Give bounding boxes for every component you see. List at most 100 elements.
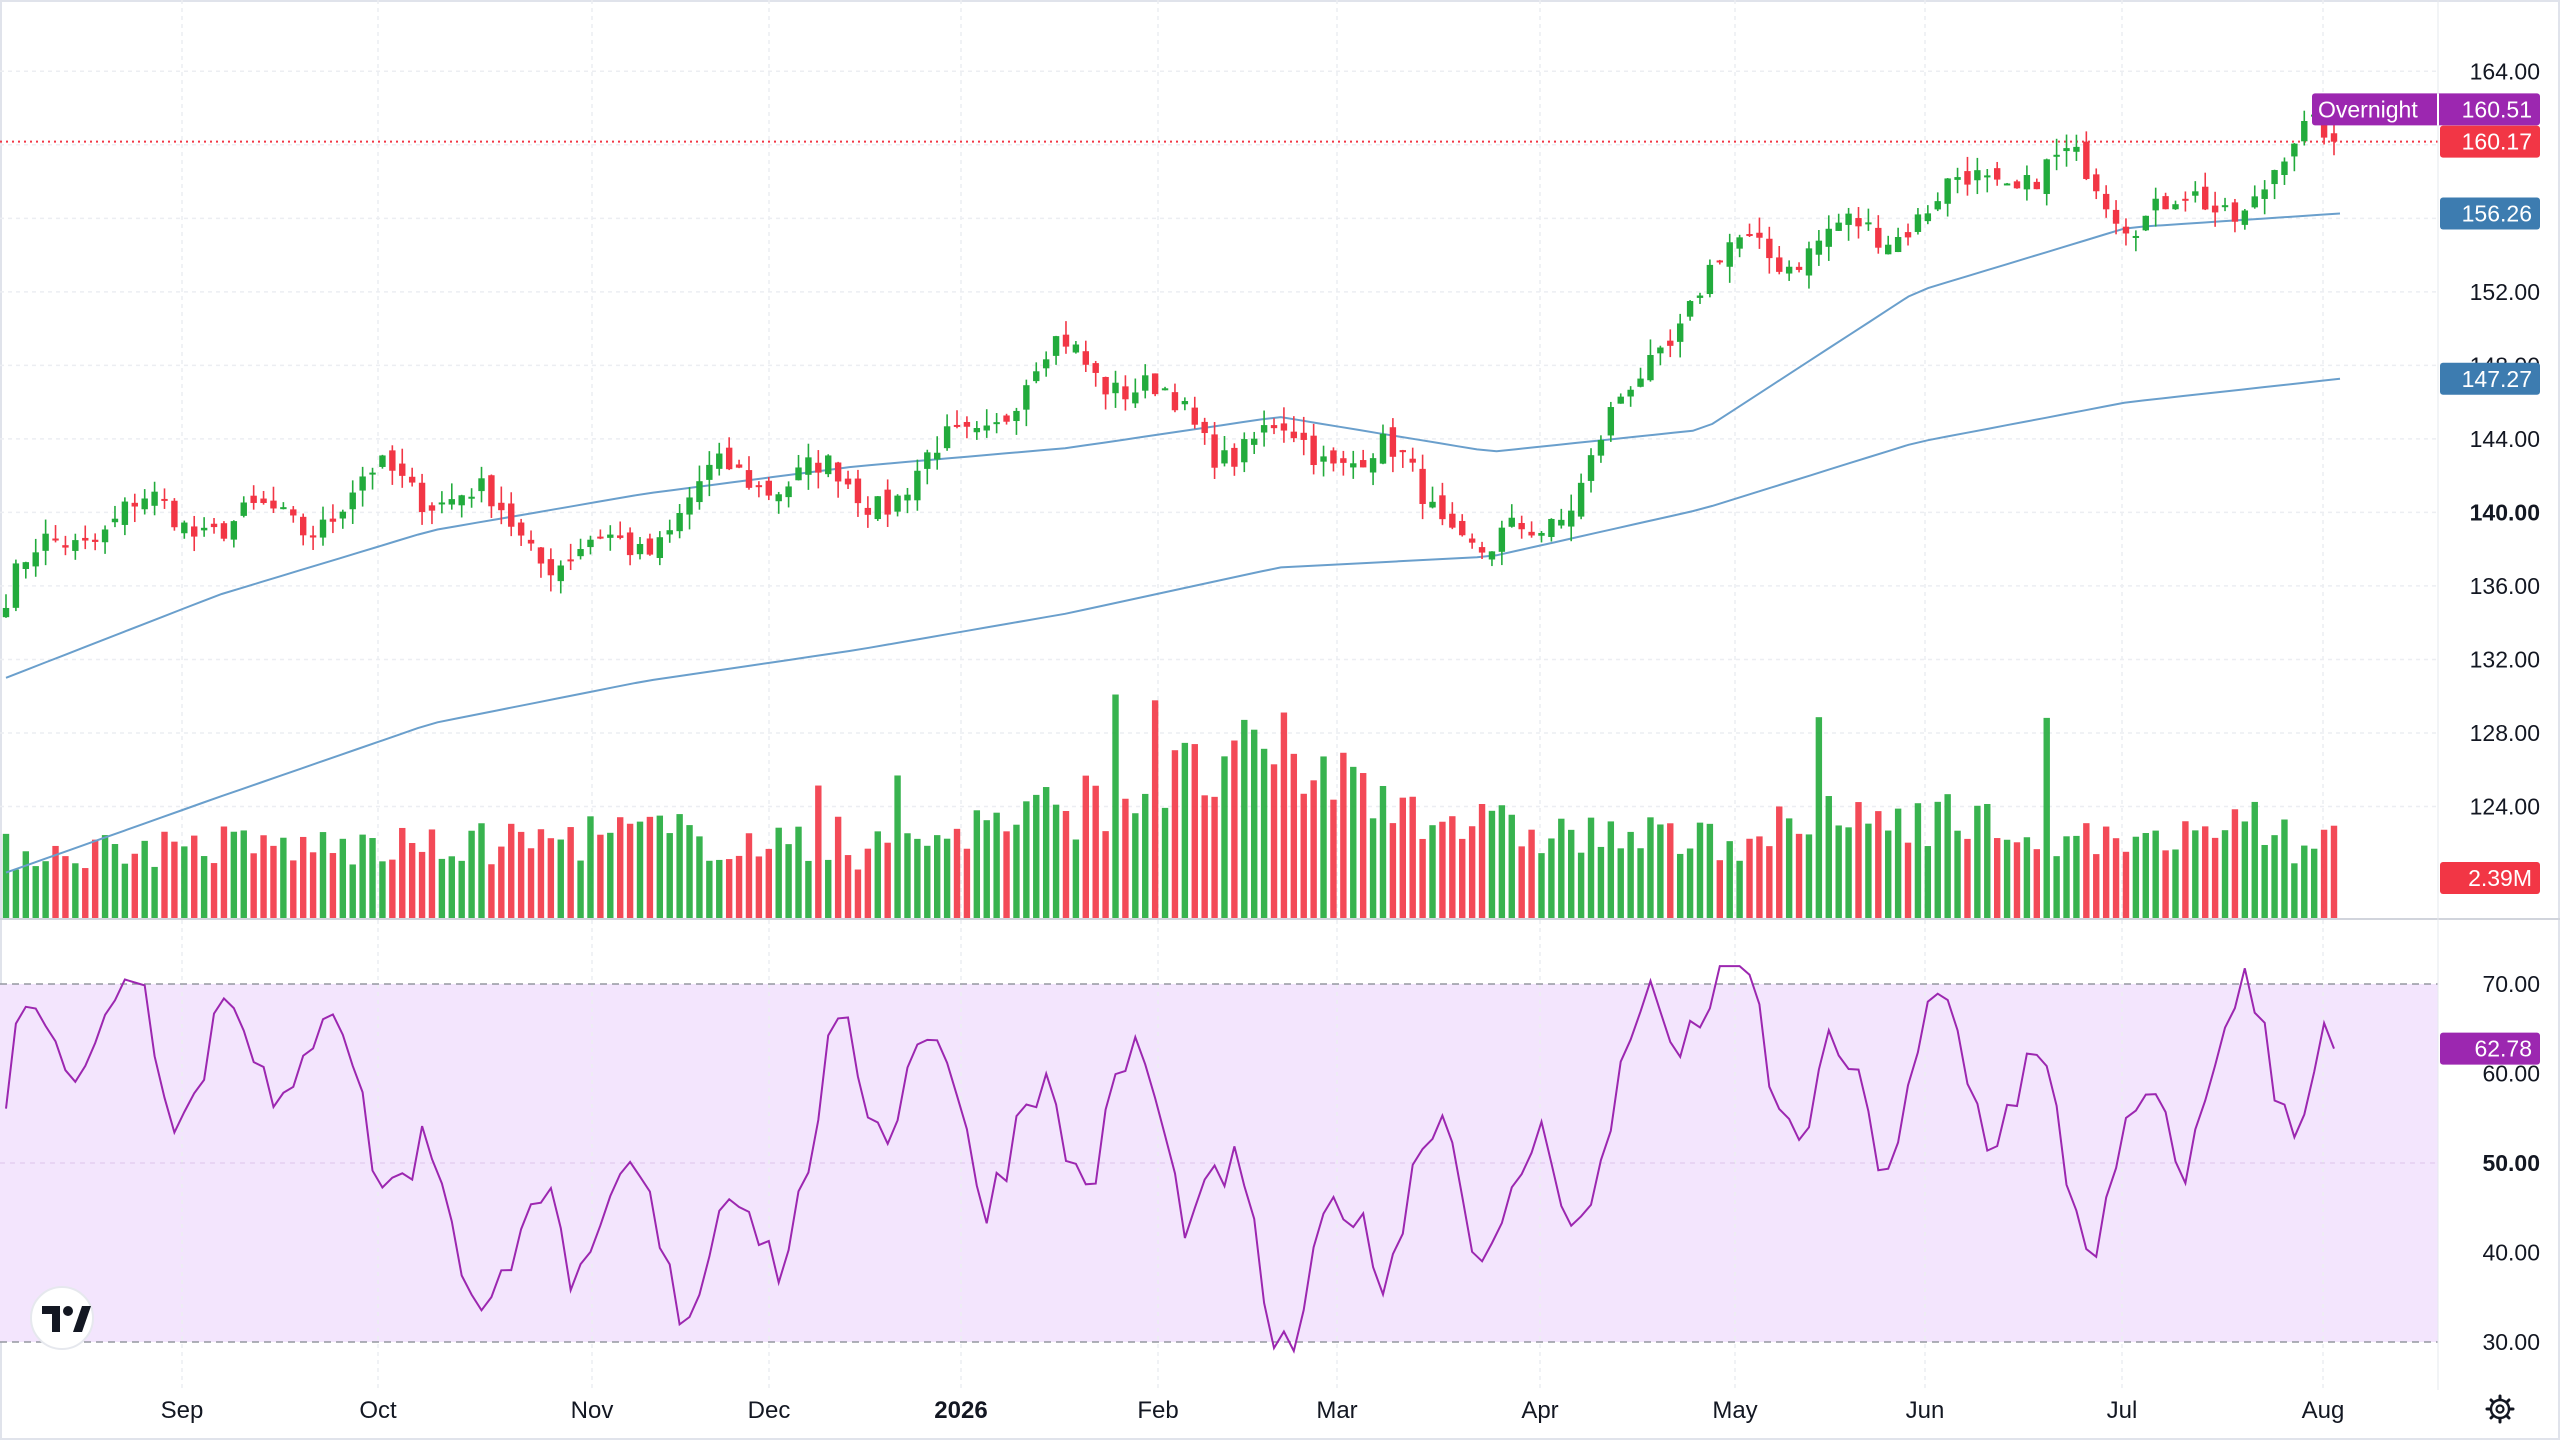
candle-body <box>1033 371 1040 382</box>
volume-bar <box>1191 744 1198 918</box>
candle-body <box>1092 363 1099 373</box>
candle-body <box>1627 389 1634 397</box>
candle-body <box>2192 191 2199 196</box>
volume-bar <box>676 814 683 918</box>
candle-body <box>1825 228 1832 247</box>
volume-bar <box>874 831 881 918</box>
candle-body <box>42 533 49 551</box>
volume-bar <box>290 860 297 918</box>
volume-bar <box>587 816 594 918</box>
volume-bar <box>32 866 39 918</box>
volume-bar <box>260 835 267 918</box>
time-label: Jun <box>1906 1397 1945 1424</box>
candle-body <box>2152 198 2159 211</box>
volume-bar <box>1320 756 1327 918</box>
candle-body <box>1280 423 1288 431</box>
tradingview-logo-icon[interactable] <box>30 1286 94 1350</box>
volume-bar <box>2033 849 2041 918</box>
candle-body <box>686 497 693 515</box>
volume-bar <box>1033 794 1040 918</box>
candle-body <box>904 494 911 501</box>
candle-body <box>1756 232 1763 238</box>
candle-body <box>1350 463 1357 468</box>
volume-bar <box>1350 766 1357 918</box>
candle-body <box>924 452 931 469</box>
candle-body <box>2162 196 2169 210</box>
volume-bar <box>498 846 505 918</box>
candle-body <box>597 536 604 539</box>
candle-body <box>1617 396 1624 404</box>
price-tick: 144.00 <box>2470 426 2540 452</box>
volume-bar <box>1439 821 1446 918</box>
candle-body <box>1766 238 1773 259</box>
gear-icon[interactable] <box>2485 1394 2515 1424</box>
price-tick: 124.00 <box>2470 793 2540 819</box>
volume-bar <box>527 848 535 918</box>
volume-bar <box>1062 810 1070 918</box>
volume-bar <box>2221 830 2229 918</box>
volume-bar <box>1508 814 1515 918</box>
candle-body <box>527 539 535 544</box>
candle-body <box>765 480 772 496</box>
candle-body <box>1607 407 1615 436</box>
candle-body <box>141 498 148 510</box>
candle-body <box>1676 323 1684 342</box>
volume-bar <box>1003 831 1010 918</box>
volume-bar <box>2112 838 2120 918</box>
candle-body <box>2261 189 2268 199</box>
candle-body <box>319 519 327 538</box>
volume-bar <box>270 845 277 918</box>
candle-body <box>1746 234 1753 237</box>
candle-body <box>1706 264 1714 295</box>
candle-body <box>1151 373 1159 395</box>
volume-bar <box>2320 829 2328 918</box>
candle-body <box>448 499 455 505</box>
candle-body <box>735 464 743 468</box>
candle-body <box>2063 148 2070 152</box>
candle-body <box>815 462 822 473</box>
candle-body <box>557 565 564 582</box>
volume-bar <box>557 839 564 918</box>
candle-body <box>91 539 99 542</box>
volume-bar <box>1161 807 1169 918</box>
candle-body <box>785 486 792 498</box>
volume-bar <box>359 834 366 918</box>
volume-bar <box>656 815 664 918</box>
overnight-label: Overnight <box>2318 96 2418 122</box>
candle-body <box>111 518 119 523</box>
volume-bar <box>1815 717 1823 918</box>
volume-bar <box>1875 811 1882 918</box>
volume-bar <box>131 853 138 918</box>
candle-body <box>1726 242 1733 267</box>
candle-body <box>1449 513 1456 528</box>
candle-body <box>1052 336 1060 356</box>
candle-body <box>2211 205 2219 213</box>
volume-bar <box>1429 825 1436 918</box>
time-axis[interactable]: Sep Oct Nov Dec 2026 Feb Mar Apr May Jun Jul Aug <box>161 1397 2345 1424</box>
time-label: Apr <box>1521 1397 1558 1424</box>
candle-body <box>577 549 584 557</box>
volume-bar <box>1310 780 1317 918</box>
candle-body <box>1310 435 1317 466</box>
volume-bar <box>1151 700 1159 918</box>
candle-body <box>1439 495 1446 520</box>
volume-bar <box>52 845 59 918</box>
volume-bar <box>2102 826 2110 918</box>
candle-body <box>101 529 109 543</box>
volume-bar <box>1171 750 1179 918</box>
volume-bar <box>1964 838 1971 918</box>
volume-bar <box>1885 830 1892 918</box>
last-price-badge-bg <box>2440 125 2540 158</box>
candle-body <box>1122 386 1129 400</box>
candle-body <box>795 467 802 481</box>
volume-bar <box>2281 819 2288 918</box>
rsi-axis[interactable]: 70.00 60.00 50.00 40.00 30.00 <box>2482 971 2540 1355</box>
candle-body <box>1478 547 1486 553</box>
volume-bar <box>2053 856 2060 918</box>
volume-bar <box>468 830 475 918</box>
volume-bar <box>2330 825 2338 918</box>
volume-bar <box>577 860 584 918</box>
candle-body <box>1815 240 1823 255</box>
candle-body <box>656 537 664 558</box>
